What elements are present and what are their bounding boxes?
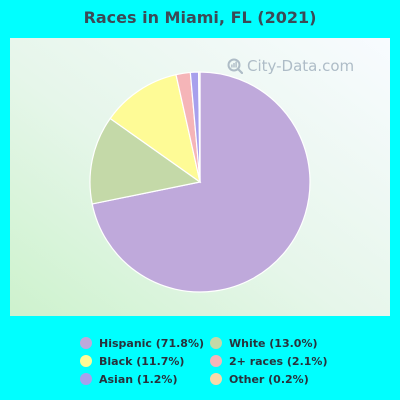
pie-slice-2 xyxy=(109,73,201,184)
legend-swatch xyxy=(210,355,222,367)
legend-label: Other (0.2%) xyxy=(229,372,309,386)
legend-swatch xyxy=(80,355,92,367)
legend-label: Hispanic (71.8%) xyxy=(99,336,204,350)
legend-item: Black (11.7%) xyxy=(80,354,210,368)
legend-swatch xyxy=(80,337,92,349)
pie-slice-0 xyxy=(91,71,311,293)
legend-item: Hispanic (71.8%) xyxy=(80,336,210,350)
legend-label: 2+ races (2.1%) xyxy=(229,354,328,368)
magnifier-icon xyxy=(227,58,244,75)
chart-title: Races in Miami, FL (2021) xyxy=(83,8,317,27)
watermark: City-Data.com xyxy=(227,56,354,76)
pie-slice-5 xyxy=(198,71,201,183)
legend-item: White (13.0%) xyxy=(210,336,340,350)
legend-swatch xyxy=(80,373,92,385)
legend-label: Asian (1.2%) xyxy=(99,372,178,386)
legend-swatch xyxy=(210,373,222,385)
legend-label: White (13.0%) xyxy=(229,336,318,350)
legend-swatch xyxy=(210,337,222,349)
legend-label: Black (11.7%) xyxy=(99,354,185,368)
pie-slice-1 xyxy=(89,117,202,205)
legend-item: 2+ races (2.1%) xyxy=(210,354,340,368)
legend-item: Other (0.2%) xyxy=(210,372,340,386)
legend-item: Asian (1.2%) xyxy=(80,372,210,386)
watermark-text: City-Data.com xyxy=(247,57,355,75)
legend: Hispanic (71.8%) White (13.0%) Black (11.7… xyxy=(80,336,340,386)
